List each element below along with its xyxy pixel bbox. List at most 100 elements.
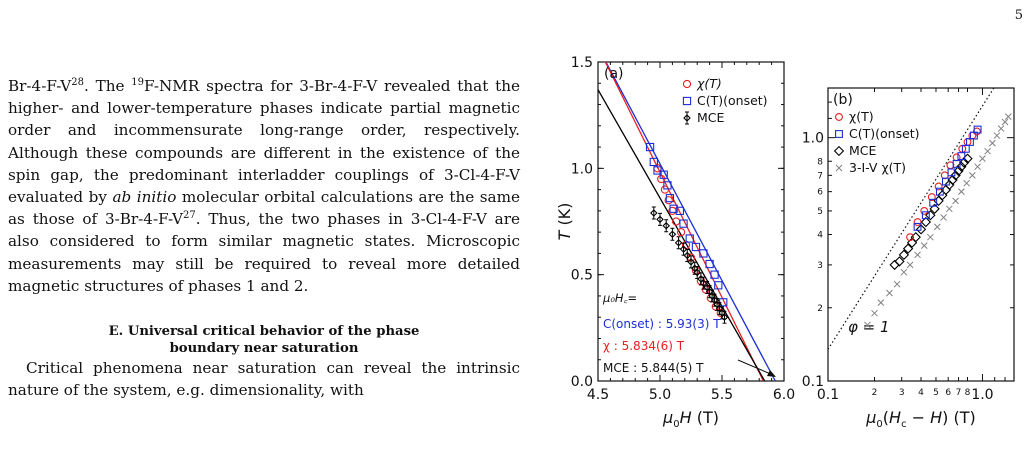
cross-stroke [1004,113,1012,121]
data-point [963,138,972,146]
diamond-marker [674,238,683,247]
y-minor-tick-label-b: 2 [817,304,823,314]
data-point [920,216,932,228]
text-run: molecular orbital calculations are the s… [8,188,520,229]
legend-marker-c-onset [682,96,692,106]
data-point [929,198,938,207]
cross-stroke [984,147,991,155]
data-point [699,249,708,258]
data-point [893,280,901,288]
data-point [674,236,683,250]
annotation-arrowhead [767,370,776,377]
diamond-marker [662,221,670,230]
legend-label-b: C(T)(onset) [849,126,920,141]
data-point [650,206,658,220]
x-tick-label-a: 4.5 [587,387,609,403]
data-point [898,249,910,261]
x-minor-tick-label-b: 8 [965,388,971,398]
y-minor-tick-label-b: 7 [817,171,823,181]
data-point [974,163,981,171]
y-tick-label-b: 0.1 [802,374,824,390]
data-point [676,227,686,237]
data-point [1001,118,1009,126]
body-paragraph: Br-4-F-V28. The 19F-NMR spectra for 3-Br… [8,75,520,297]
diamond-marker [699,279,708,287]
cross-stroke [886,289,893,297]
data-point [699,276,708,290]
legend-label-b: 3-I-V χ(T) [849,160,906,175]
y-minor-tick-label-b: 4 [817,231,823,241]
text-run: . Thus, the two phases in 3-Cl-4-F-V are… [8,210,520,295]
cross-stroke [997,125,1005,132]
panel-label-a: (a) [604,66,624,82]
figure-svg: 4.5 5.0 5.5 6.0 0.0 0.5 1.0 1.5 (a) χ(T) C(T)(onse… [555,55,1015,430]
data-point [657,174,666,184]
data-point [979,155,986,162]
data-point [864,321,871,329]
cross-stroke [945,205,953,213]
y-minor-tick-label-b: 6 [817,188,823,198]
data-point [920,206,929,215]
cross-stroke [920,242,928,249]
data-point [1004,113,1012,121]
data-point [989,139,996,147]
data-point [679,219,688,228]
y-axis-title-a: T (K) [555,203,574,241]
legend-marker-b [835,130,843,138]
cross-stroke [893,280,901,288]
data-point [659,170,668,179]
data-point [669,204,678,213]
diamond-marker [720,313,729,321]
x-tick-label-a: 5.5 [711,387,733,403]
data-point [675,206,684,216]
data-point [902,243,914,254]
data-point [997,125,1005,132]
data-point [910,231,921,243]
cross-stroke [958,188,965,196]
diamond-marker [683,114,691,122]
data-point [941,177,950,186]
text-run: . The [83,77,132,95]
data-point [961,144,970,153]
data-point [915,224,927,235]
axes-frame-a [597,61,785,382]
diamond-marker [679,245,688,253]
legend-label: χ(T) [696,76,722,91]
data-point [945,205,953,213]
diamond-marker [656,215,664,224]
data-point [906,261,914,269]
diamond-marker [650,209,658,217]
cross-stroke [963,179,971,187]
y-minor-tick-label-b: 5 [817,207,823,217]
data-point [925,210,936,221]
annotation-header: μ₀H꜀= [602,291,637,305]
cross-stroke [877,299,885,306]
x-axis-title-b: μ0(Hc − H) (T) [865,408,976,430]
data-point [720,310,729,324]
data-point [660,185,670,194]
y-tick-label-a: 0.5 [571,268,593,284]
y-minor-tick-label-b: 3 [817,261,823,271]
annotation-c-onset: C(onset) : 5.93(3) T [603,317,721,331]
data-point [927,233,934,241]
x-tick-label-b: 1.0 [971,387,993,403]
y-tick-label-a: 0.0 [571,374,593,390]
data-point [934,182,943,191]
data-point [957,152,966,161]
data-point [927,193,936,202]
data-point [973,125,982,134]
data-point [968,172,976,179]
legend-label-b: MCE [849,143,877,158]
data-point [933,223,941,231]
data-point [921,211,930,220]
data-point [963,179,971,187]
data-point [668,227,677,241]
cross-stroke [968,172,976,179]
data-point [913,218,922,227]
diamond-marker [668,230,677,239]
x-tick-label-b: 0.1 [817,387,839,403]
text-column: Br-4-F-V28. The 19F-NMR spectra for 3-Br… [8,75,520,401]
x-minor-tick-label-b: 6 [945,388,951,398]
cross-stroke [933,223,941,231]
x-tick-label-a: 5.0 [649,387,671,403]
